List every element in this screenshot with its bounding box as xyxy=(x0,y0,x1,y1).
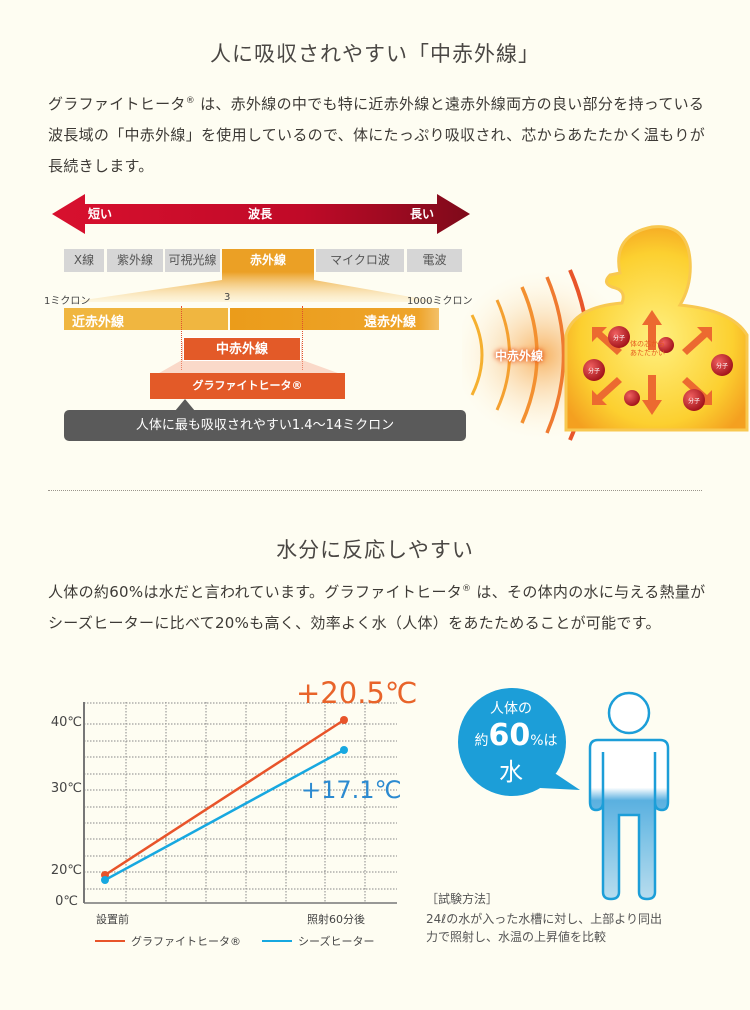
mid-ir-box: 中赤外線 xyxy=(183,337,301,361)
legend-sheathed-swatch xyxy=(262,940,292,942)
section2-title: 水分に反応しやすい xyxy=(276,538,474,562)
legend-graphite-swatch xyxy=(95,940,125,942)
band-radio: 電波 xyxy=(407,249,462,272)
molecule-label-3: 分子 xyxy=(716,363,729,370)
temperature-chart xyxy=(83,702,397,904)
graphite-heater-box: グラファイトヒータ® xyxy=(150,373,345,399)
wave-label: 中赤外線 xyxy=(495,349,544,363)
near-ir-label: 近赤外線 xyxy=(72,315,125,330)
molecule-label-4: 分子 xyxy=(688,398,701,405)
x-label-after-60min: 照射60分後 xyxy=(307,913,365,926)
method-title: ［試験方法］ xyxy=(426,892,499,906)
water-body-illustration xyxy=(458,688,670,901)
x-label-before: 設置前 xyxy=(96,913,129,926)
graphite-heater-line xyxy=(104,718,345,877)
scale-1000-micron: 1000ミクロン xyxy=(407,296,473,307)
sheathed-increase-label: +17.1℃ xyxy=(301,776,402,804)
sheathed-heater-line xyxy=(104,748,345,882)
method-line1: 24ℓの水が入った水槽に対し、上部より同出 xyxy=(426,912,662,926)
band-uv: 紫外線 xyxy=(107,249,163,272)
y-tick-20: 20℃ xyxy=(50,863,82,878)
mid-ir-guide-left xyxy=(181,306,182,370)
section1-title: 人に吸収されやすい「中赤外線」 xyxy=(210,42,540,66)
far-ir-label: 遠赤外線 xyxy=(364,315,417,330)
arrow-center-label: 波長 xyxy=(248,207,273,221)
scale-1-micron: 1ミクロン xyxy=(44,296,91,307)
section-divider xyxy=(48,490,702,491)
band-xray: X線 xyxy=(64,249,104,272)
body-center-text: 体の芯から あたたかい xyxy=(630,340,665,357)
callout-pointer xyxy=(175,399,195,411)
far-ir-bar xyxy=(230,308,439,330)
absorption-callout: 人体に最も吸収されやすい1.4〜14ミクロン xyxy=(64,410,466,441)
bubble-line2: 約60%は xyxy=(474,718,558,753)
section2-paragraph: 人体の約60%は水だと言われています。グラファイトヒータ® は、その体内の水に与… xyxy=(48,583,706,632)
y-tick-0: 0℃ xyxy=(55,894,78,909)
section1-paragraph: グラファイトヒータ® は、赤外線の中でも特に近赤外線と遠赤外線両方の良い部分を持… xyxy=(48,95,706,175)
scale-3: 3 xyxy=(224,292,231,303)
graphite-increase-label: +20.5℃ xyxy=(296,676,418,710)
molecule-label-2: 分子 xyxy=(588,368,601,375)
body-heat-illustration xyxy=(462,225,749,441)
band-microwave: マイクロ波 xyxy=(316,249,404,272)
near-ir-bar xyxy=(64,308,228,330)
band-visible: 可視光線 xyxy=(165,249,220,272)
bubble-line3: 水 xyxy=(499,758,523,786)
mid-ir-guide-right xyxy=(302,306,303,370)
infrared-zoom-wedge xyxy=(70,272,440,302)
y-tick-30: 30℃ xyxy=(50,781,82,796)
bubble-line1: 人体の xyxy=(490,701,532,717)
legend-sheathed-label: シーズヒーター xyxy=(298,935,375,948)
molecule-label-1: 分子 xyxy=(613,335,626,342)
arrow-short-label: 短い xyxy=(88,207,113,221)
legend-graphite-label: グラファイトヒータ® xyxy=(131,935,241,948)
arrow-long-label: 長い xyxy=(410,207,435,221)
wavelength-arrow xyxy=(52,194,470,234)
y-tick-40: 40℃ xyxy=(50,715,82,730)
band-infrared: 赤外線 xyxy=(222,249,314,272)
method-line2: 力で照射し、水温の上昇値を比較 xyxy=(426,930,607,944)
